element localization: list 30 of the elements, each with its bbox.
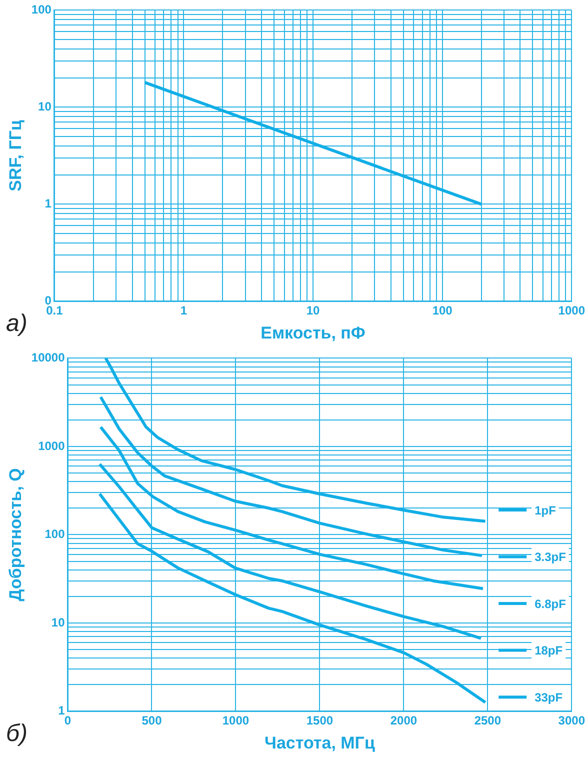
y-tick-label: 1 bbox=[58, 704, 66, 718]
x-tick-label: 2000 bbox=[390, 714, 418, 728]
text: а) bbox=[6, 310, 28, 338]
y-axis-title: SRF, ГГц bbox=[6, 120, 25, 192]
x-axis-title: Емкость, пФ bbox=[260, 323, 366, 342]
y-tick-label: 10000 bbox=[31, 350, 66, 365]
x-tick-label: 3000 bbox=[558, 714, 586, 728]
x-tick-label: 0.1 bbox=[46, 304, 64, 318]
legend-label: 3.3pF bbox=[534, 550, 566, 564]
x-tick-label: 100 bbox=[432, 304, 453, 318]
x-tick-label: 1500 bbox=[306, 714, 334, 728]
x-tick-label: 1000 bbox=[558, 304, 586, 318]
legend-label: 18pF bbox=[534, 644, 563, 658]
y-tick-label: 100 bbox=[44, 527, 66, 542]
x-tick-label: 10 bbox=[306, 304, 320, 318]
y-tick-label: 1 bbox=[44, 196, 52, 211]
x-axis-title: Частота, МГц bbox=[264, 733, 376, 752]
x-tick-label: 2500 bbox=[474, 714, 502, 728]
y-axis-title: Добротность, Q bbox=[6, 468, 25, 602]
x-tick-label: 1 bbox=[180, 304, 188, 318]
y-tick-label: 10 bbox=[51, 615, 66, 630]
legend-label: 33pF bbox=[534, 690, 563, 704]
text: б) bbox=[6, 720, 28, 748]
x-tick-label: 1000 bbox=[222, 714, 250, 728]
y-tick-label: 100 bbox=[31, 2, 52, 17]
legend-label: 6.8pF bbox=[534, 596, 566, 611]
y-tick-label: 1000 bbox=[38, 438, 66, 453]
y-tick-label: 10 bbox=[38, 100, 52, 114]
x-tick-label: 500 bbox=[142, 714, 162, 728]
legend-label: 1pF bbox=[534, 503, 556, 518]
